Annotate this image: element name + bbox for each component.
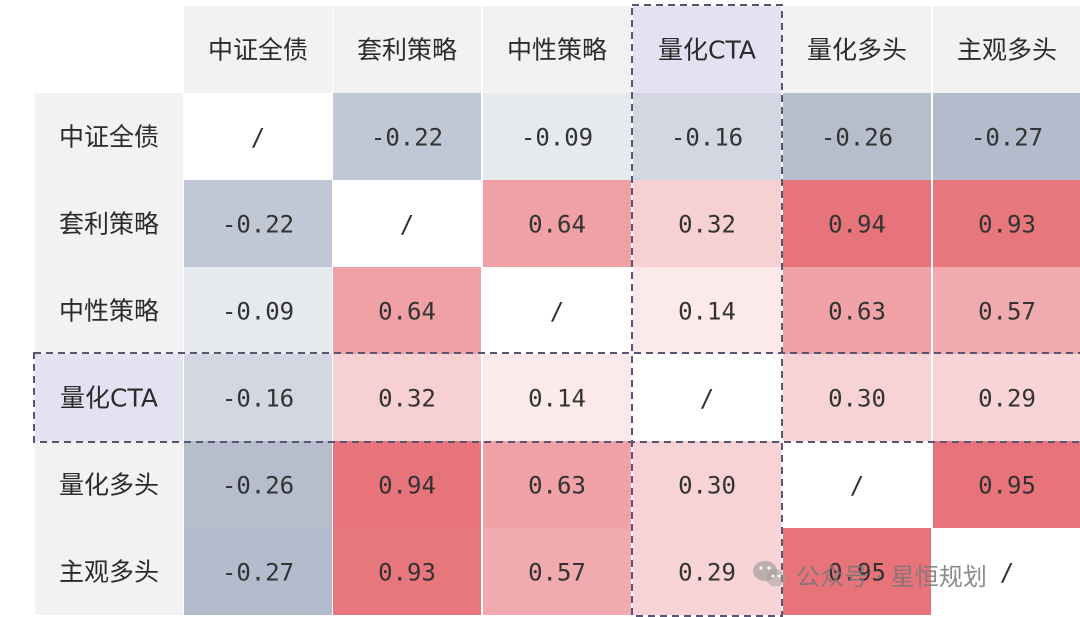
column-header: 主观多头 [957, 36, 1057, 65]
heatmap-cell [783, 441, 931, 528]
row-header: 中证全债 [59, 123, 159, 152]
row-header: 套利策略 [59, 210, 159, 239]
row-header-bg [35, 93, 183, 180]
heatmap-cell [184, 354, 332, 441]
column-header-bg [783, 6, 931, 93]
heatmap-cell [483, 528, 631, 615]
cell-value-label: 0.94 [378, 472, 436, 500]
heatmap-cell [184, 180, 332, 267]
cell-value-label: 0.57 [978, 298, 1036, 326]
cell-value-label: -0.16 [222, 385, 294, 413]
cell-value-label: -0.16 [671, 124, 743, 152]
cell-value-label: -0.22 [222, 211, 294, 239]
column-header: 中证全债 [208, 36, 308, 65]
column-header: 套利策略 [357, 36, 457, 65]
column-header-bg [933, 6, 1080, 93]
cell-diagonal-label: / [1000, 559, 1014, 587]
heatmap-cell [783, 267, 931, 354]
cell-value-label: -0.26 [222, 472, 294, 500]
heatmap-cell [333, 354, 481, 441]
heatmap-cell [483, 267, 631, 354]
cell-value-label: -0.26 [821, 124, 893, 152]
heatmap-cell [633, 180, 781, 267]
row-header-bg [35, 354, 183, 441]
row-header-bg [35, 441, 183, 528]
cell-value-label: 0.30 [828, 385, 886, 413]
heatmap-cell [184, 528, 332, 615]
cell-value-label: -0.09 [521, 124, 593, 152]
row-header: 量化多头 [59, 471, 159, 500]
heatmap-cell [933, 528, 1080, 615]
heatmap-cell [184, 93, 332, 180]
highlight-column-frame [631, 4, 783, 617]
cell-value-label: 0.64 [528, 211, 586, 239]
row-header: 中性策略 [59, 297, 159, 326]
cell-diagonal-label: / [251, 124, 265, 152]
cell-value-label: 0.93 [378, 559, 436, 587]
cell-value-label: -0.27 [222, 559, 294, 587]
cell-value-label: -0.27 [971, 124, 1043, 152]
heatmap-cell [333, 441, 481, 528]
column-header-bg [333, 6, 481, 93]
cell-diagonal-label: / [400, 211, 414, 239]
heatmap-cell [783, 93, 931, 180]
heatmap-cell [933, 354, 1080, 441]
heatmap-cell [783, 180, 931, 267]
heatmap-cell [633, 93, 781, 180]
heatmap-cell [783, 354, 931, 441]
column-header: 量化CTA [658, 36, 756, 65]
heatmap-cell [633, 354, 781, 441]
heatmap-cell [483, 93, 631, 180]
heatmap-cell [483, 441, 631, 528]
column-header-bg [184, 6, 332, 93]
column-header: 量化多头 [807, 36, 907, 65]
cell-value-label: -0.09 [222, 298, 294, 326]
row-header-bg [35, 267, 183, 354]
heatmap-cell [483, 180, 631, 267]
heatmap-cell [933, 267, 1080, 354]
cell-value-label: 0.95 [828, 559, 886, 587]
heatmap-cell [333, 180, 481, 267]
cell-value-label: 0.94 [828, 211, 886, 239]
cell-value-label: 0.30 [678, 472, 736, 500]
cell-diagonal-label: / [550, 298, 564, 326]
column-header-bg [633, 6, 781, 93]
heatmap-cell [333, 528, 481, 615]
row-header-bg [35, 180, 183, 267]
column-header: 中性策略 [507, 36, 607, 65]
cell-value-label: 0.32 [378, 385, 436, 413]
cell-value-label: 0.64 [378, 298, 436, 326]
cell-value-label: 0.29 [978, 385, 1036, 413]
cell-value-label: 0.63 [828, 298, 886, 326]
cell-value-label: 0.14 [678, 298, 736, 326]
cell-value-label: 0.29 [678, 559, 736, 587]
heatmap-cell [783, 528, 931, 615]
row-header-bg [35, 528, 183, 615]
cell-value-label: -0.22 [371, 124, 443, 152]
heatmap-cell [633, 267, 781, 354]
cell-value-label: 0.63 [528, 472, 586, 500]
heatmap-cell [333, 93, 481, 180]
column-header-bg [483, 6, 631, 93]
cell-value-label: 0.32 [678, 211, 736, 239]
cell-value-label: 0.14 [528, 385, 586, 413]
heatmap-cell [483, 354, 631, 441]
heatmap-cell [333, 267, 481, 354]
cell-value-label: 0.57 [528, 559, 586, 587]
row-header: 量化CTA [60, 384, 158, 413]
cell-value-label: 0.93 [978, 211, 1036, 239]
row-header: 主观多头 [59, 558, 159, 587]
heatmap-cell [933, 93, 1080, 180]
cell-value-label: 0.95 [978, 472, 1036, 500]
cell-diagonal-label: / [850, 472, 864, 500]
cell-diagonal-label: / [700, 385, 714, 413]
heatmap-cell [933, 441, 1080, 528]
heatmap-cell [184, 267, 332, 354]
heatmap-cell [633, 441, 781, 528]
heatmap-cell [933, 180, 1080, 267]
highlight-row-frame [33, 352, 1080, 443]
heatmap-cell [184, 441, 332, 528]
